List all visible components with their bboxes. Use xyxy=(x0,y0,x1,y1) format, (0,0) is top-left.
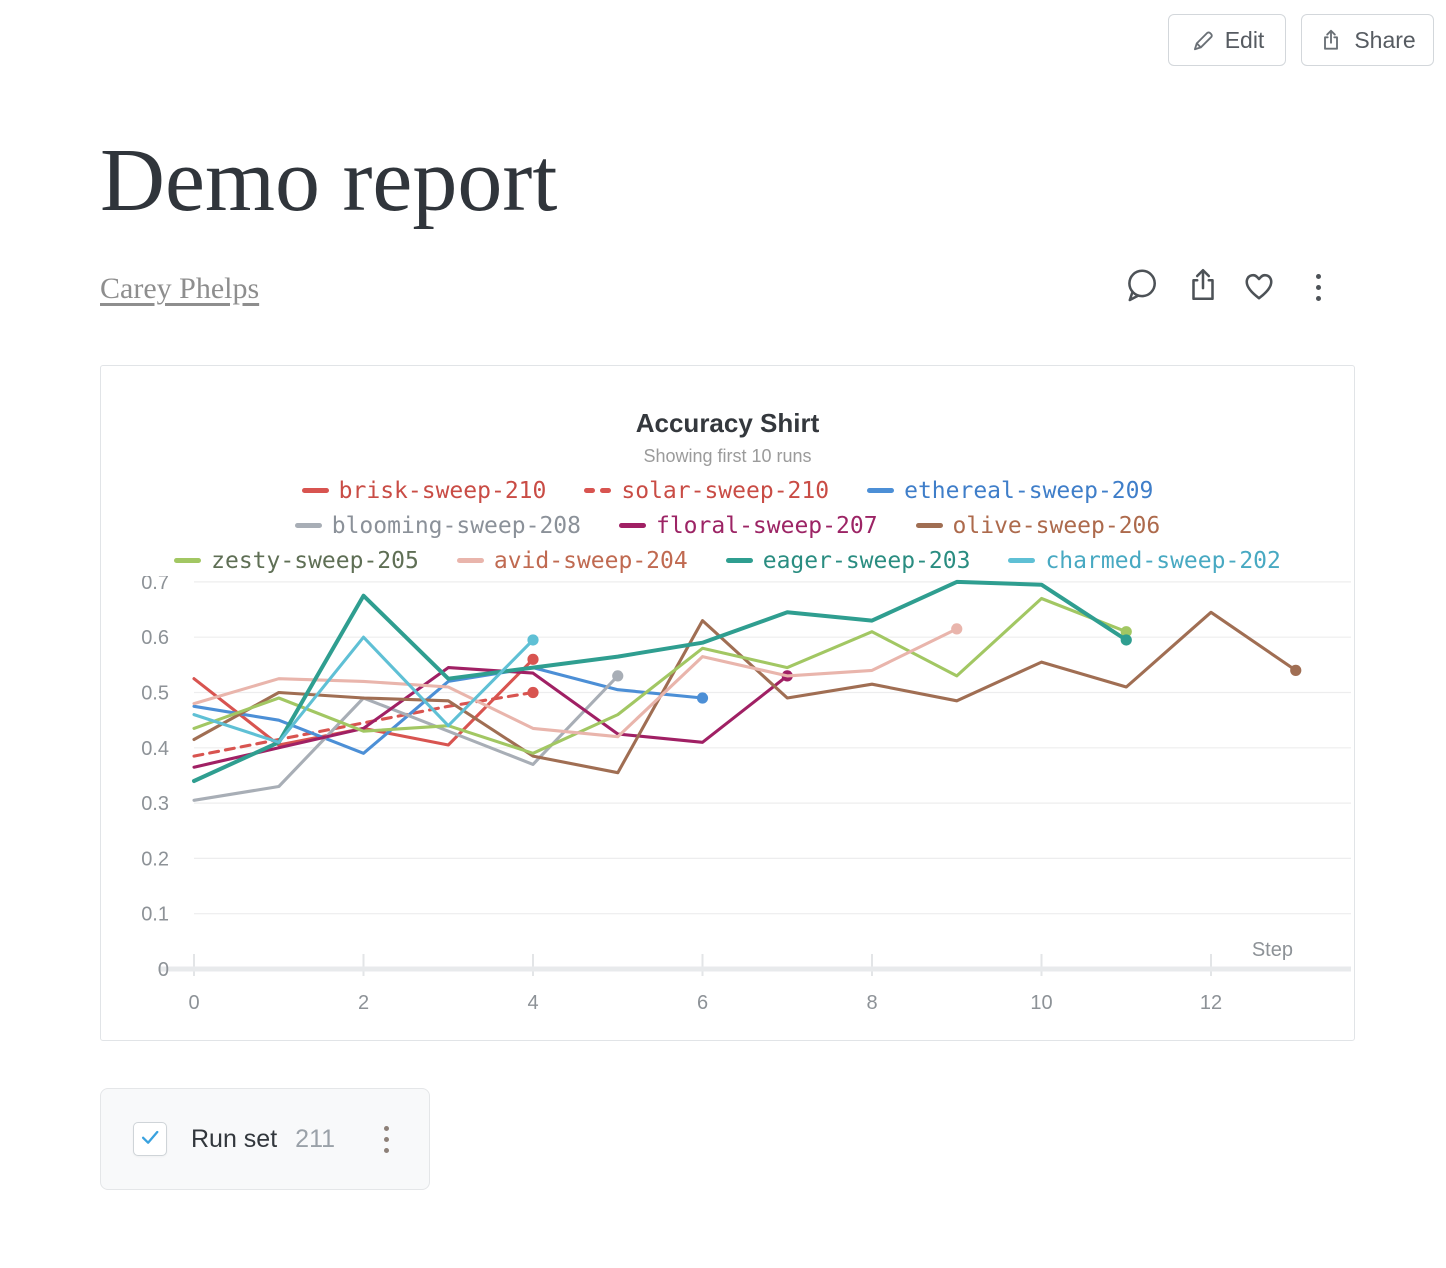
x-tick-label: 8 xyxy=(866,992,877,1014)
legend-label: avid-sweep-204 xyxy=(493,547,688,574)
series-endpoint-brisk-sweep-210 xyxy=(527,653,539,665)
runset-label: Run set xyxy=(191,1124,278,1153)
chart-svg: 0 0.1 0.2 0.3 0.4 0.5 0.6 0.7 0 2 4 6 8 10 12 Step xyxy=(141,576,1351,1014)
legend-row: blooming-sweep-208 floral-sweep-207 olive-… xyxy=(101,509,1354,542)
pencil-icon xyxy=(1190,28,1214,52)
export-share-icon xyxy=(1184,266,1222,309)
author-link[interactable]: Carey Phelps xyxy=(100,272,260,305)
legend-swatch xyxy=(618,523,646,528)
legend-item-olive-sweep-206[interactable]: olive-sweep-206 xyxy=(915,512,1161,539)
y-tick-label: 0.5 xyxy=(141,683,169,705)
series-line-floral-sweep-207 xyxy=(192,666,789,769)
legend-swatch xyxy=(1008,558,1036,563)
series-endpoint-avid-sweep-204 xyxy=(951,623,963,635)
chart-panel[interactable]: Accuracy Shirt Showing first 10 runs bri… xyxy=(100,365,1355,1041)
legend-swatch xyxy=(725,558,753,563)
share-button-label: Share xyxy=(1354,26,1416,53)
series-line-zesty-sweep-205 xyxy=(192,596,1128,755)
legend-item-eager-sweep-203[interactable]: eager-sweep-203 xyxy=(725,547,971,574)
kebab-icon xyxy=(1315,273,1321,301)
y-tick-label: 0.6 xyxy=(141,627,169,649)
share-icon xyxy=(1319,28,1343,52)
x-axis-title: Step xyxy=(1252,939,1293,961)
legend-row: brisk-sweep-210 solar-sweep-210 ethereal-s… xyxy=(101,474,1354,507)
check-icon xyxy=(137,1124,163,1155)
runset-kebab-icon xyxy=(384,1125,389,1153)
series-line-avid-sweep-204 xyxy=(192,627,959,739)
series-endpoint-solar-sweep-210 xyxy=(527,686,539,699)
runset-card: Run set 211 xyxy=(100,1088,430,1190)
x-tick-label: 0 xyxy=(188,992,199,1014)
series-endpoint-ethereal-sweep-209 xyxy=(696,692,709,704)
series-line-ethereal-sweep-209 xyxy=(192,666,705,755)
legend-swatch xyxy=(915,523,943,528)
x-tick-label: 12 xyxy=(1200,992,1222,1014)
series-endpoint-eager-sweep-203 xyxy=(1120,634,1132,646)
comment-button[interactable] xyxy=(1122,268,1160,306)
legend-swatch xyxy=(294,523,322,528)
export-button[interactable] xyxy=(1184,268,1222,306)
legend-label: brisk-sweep-210 xyxy=(338,477,547,504)
chart-legend: brisk-sweep-210 solar-sweep-210 ethereal-s… xyxy=(101,474,1354,577)
legend-label: floral-sweep-207 xyxy=(655,512,878,539)
share-button[interactable]: Share xyxy=(1301,14,1434,66)
series-endpoint-olive-sweep-206 xyxy=(1290,664,1302,676)
legend-swatch xyxy=(584,488,612,493)
y-tick-label: 0.2 xyxy=(141,848,169,870)
legend-item-floral-sweep-207[interactable]: floral-sweep-207 xyxy=(618,512,878,539)
x-tick-label: 2 xyxy=(358,992,369,1014)
legend-label: solar-sweep-210 xyxy=(621,477,830,504)
legend-item-blooming-sweep-208[interactable]: blooming-sweep-208 xyxy=(294,512,581,539)
runset-menu-button[interactable] xyxy=(384,1125,389,1153)
chart-title: Accuracy Shirt xyxy=(635,408,820,438)
more-menu-button[interactable] xyxy=(1308,268,1328,306)
y-tick-label: 0.7 xyxy=(141,576,169,594)
legend-swatch xyxy=(867,488,895,493)
legend-label: olive-sweep-206 xyxy=(952,512,1161,539)
runset-count: 211 xyxy=(295,1124,336,1153)
legend-item-solar-sweep-210[interactable]: solar-sweep-210 xyxy=(584,478,829,504)
legend-item-charmed-sweep-202[interactable]: charmed-sweep-202 xyxy=(1008,547,1281,574)
legend-label: blooming-sweep-208 xyxy=(331,512,581,539)
y-tick-label: 0.3 xyxy=(141,793,169,815)
x-tick-label: 6 xyxy=(697,992,708,1014)
legend-label: eager-sweep-203 xyxy=(762,547,971,574)
series-line-charmed-sweep-202 xyxy=(192,635,535,744)
comment-bubble-icon xyxy=(1122,266,1160,309)
edit-button[interactable]: Edit xyxy=(1168,14,1286,66)
legend-item-ethereal-sweep-209[interactable]: ethereal-sweep-209 xyxy=(867,478,1153,504)
legend-swatch xyxy=(301,488,329,493)
series-endpoint-blooming-sweep-208 xyxy=(612,670,624,682)
y-tick-label: 0.4 xyxy=(141,738,169,760)
legend-label: zesty-sweep-205 xyxy=(211,547,419,574)
like-button[interactable] xyxy=(1240,268,1278,306)
series-endpoint-zesty-sweep-205 xyxy=(1120,626,1132,638)
legend-row: zesty-sweep-205 avid-sweep-204 eager-sweep… xyxy=(101,544,1354,577)
legend-item-zesty-sweep-205[interactable]: zesty-sweep-205 xyxy=(174,548,419,574)
chart-subtitle: Showing first 10 runs xyxy=(643,446,812,466)
series-line-blooming-sweep-208 xyxy=(192,674,620,802)
y-tick-label: 0.1 xyxy=(141,904,169,926)
runset-checkbox[interactable] xyxy=(133,1122,167,1156)
page-title: Demo report xyxy=(100,131,558,230)
legend-swatch xyxy=(174,558,202,563)
legend-item-avid-sweep-204[interactable]: avid-sweep-204 xyxy=(456,547,688,574)
legend-label: charmed-sweep-202 xyxy=(1045,547,1281,574)
y-tick-label: 0 xyxy=(158,959,169,981)
series-endpoint-charmed-sweep-202 xyxy=(527,634,539,646)
legend-item-brisk-sweep-210[interactable]: brisk-sweep-210 xyxy=(301,477,547,504)
legend-swatch xyxy=(456,558,484,563)
heart-icon xyxy=(1240,266,1278,309)
series-line-eager-sweep-203 xyxy=(192,579,1129,783)
edit-button-label: Edit xyxy=(1224,26,1265,53)
x-tick-label: 4 xyxy=(527,992,538,1014)
legend-label: ethereal-sweep-209 xyxy=(904,477,1154,504)
x-tick-label: 10 xyxy=(1030,992,1052,1014)
